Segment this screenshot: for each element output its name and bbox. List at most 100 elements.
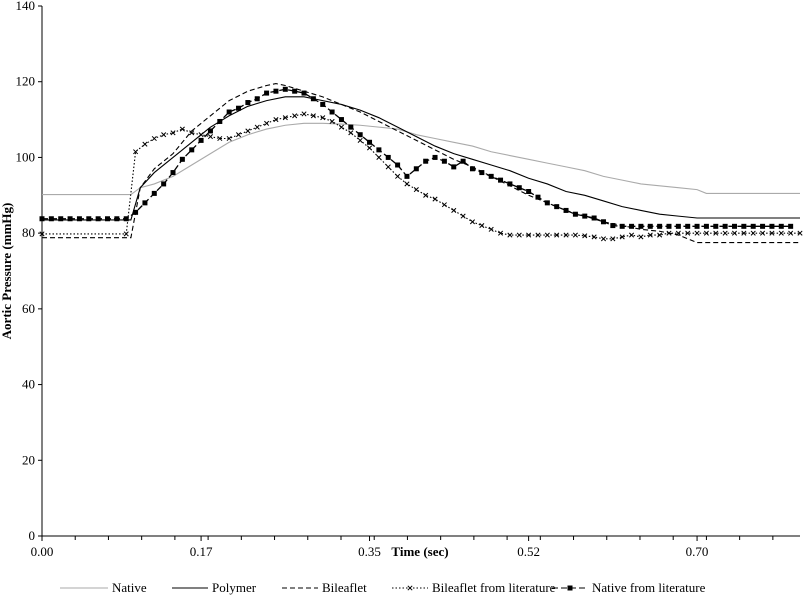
data-point-native-from-literature	[367, 139, 373, 145]
data-point-bileaflet-from-literature	[750, 230, 756, 236]
data-point-native-from-literature	[207, 128, 213, 134]
data-point-bileaflet-from-literature	[788, 230, 794, 236]
data-point-bileaflet-from-literature	[123, 231, 129, 237]
data-point-native-from-literature	[600, 219, 606, 225]
data-point-native-from-literature	[544, 200, 550, 206]
data-point-bileaflet-from-literature	[544, 232, 550, 238]
data-point-bileaflet-from-literature	[460, 213, 466, 219]
data-point-bileaflet-from-literature	[778, 230, 784, 236]
y-tick-label: 120	[16, 74, 36, 89]
y-tick-label: 0	[29, 528, 36, 543]
data-point-bileaflet-from-literature	[189, 130, 195, 136]
data-point-bileaflet-from-literature	[582, 233, 588, 239]
data-point-bileaflet-from-literature	[685, 230, 691, 236]
data-point-bileaflet-from-literature	[441, 202, 447, 208]
data-point-bileaflet-from-literature	[133, 149, 139, 155]
data-point-bileaflet-from-literature	[666, 230, 672, 236]
data-point-bileaflet-from-literature	[273, 117, 279, 123]
x-tick-label: 0.35	[358, 544, 381, 559]
x-tick-label: 0.17	[190, 544, 213, 559]
data-point-native-from-literature	[619, 223, 625, 229]
data-point-native-from-literature	[731, 223, 737, 229]
legend-label-polymer: Polymer	[212, 580, 257, 595]
data-point-native-from-literature	[703, 223, 709, 229]
data-point-native-from-literature	[48, 216, 54, 222]
data-point-bileaflet-from-literature	[638, 234, 644, 240]
data-point-native-from-literature	[282, 86, 288, 92]
series-line-native-from-literature	[42, 88, 791, 227]
data-point-native-from-literature	[563, 207, 569, 213]
data-point-native-from-literature	[535, 194, 541, 200]
data-point-bileaflet-from-literature	[348, 130, 354, 136]
legend-item-bileaflet-from-literature: Bileaflet from literature	[392, 580, 556, 595]
data-point-bileaflet-from-literature	[282, 115, 288, 121]
data-point-bileaflet-from-literature	[198, 132, 204, 138]
data-point-native-from-literature	[432, 154, 438, 160]
legend-item-polymer: Polymer	[172, 580, 257, 595]
data-point-bileaflet-from-literature	[741, 230, 747, 236]
data-point-native-from-literature	[114, 216, 120, 222]
data-point-native-from-literature	[189, 147, 195, 153]
y-tick-label: 20	[22, 452, 35, 467]
data-point-native-from-literature	[123, 216, 129, 222]
data-point-native-from-literature	[413, 166, 419, 172]
data-point-bileaflet-from-literature	[39, 231, 45, 237]
data-point-bileaflet-from-literature	[507, 232, 513, 238]
series-line-bileaflet	[42, 83, 800, 244]
data-point-native-from-literature	[245, 100, 251, 106]
data-point-bileaflet-from-literature	[151, 135, 157, 142]
data-point-native-from-literature	[217, 118, 223, 124]
data-point-native-from-literature	[310, 96, 316, 102]
data-point-native-from-literature	[385, 154, 391, 160]
data-point-bileaflet-from-literature	[254, 124, 260, 130]
data-point-native-from-literature	[554, 204, 560, 210]
data-point-native-from-literature	[95, 216, 101, 222]
data-point-bileaflet-from-literature	[423, 192, 429, 198]
data-point-bileaflet-from-literature	[217, 135, 223, 142]
data-point-bileaflet-from-literature	[629, 232, 635, 238]
chart-legend: Native Polymer Bileaflet Bileaflet from lit…	[60, 580, 706, 595]
series-native	[42, 122, 800, 196]
data-point-bileaflet-from-literature	[310, 113, 316, 119]
data-point-bileaflet-from-literature	[301, 111, 307, 117]
data-point-bileaflet-from-literature	[161, 132, 167, 138]
data-point-native-from-literature	[638, 223, 644, 229]
data-point-native-from-literature	[451, 164, 457, 170]
data-point-native-from-literature	[67, 216, 73, 222]
data-point-bileaflet-from-literature	[554, 232, 560, 238]
y-axis-title: Aortic Pressure (mmHg)	[0, 203, 14, 340]
data-point-native-from-literature	[741, 223, 747, 229]
data-point-bileaflet-from-literature	[516, 232, 522, 238]
series-line-bileaflet-from-literature	[42, 113, 800, 240]
data-point-native-from-literature	[722, 223, 728, 229]
legend-marker-native-from-literature	[567, 585, 573, 591]
data-point-native-from-literature	[685, 223, 691, 229]
data-point-native-from-literature	[750, 223, 756, 229]
data-point-bileaflet-from-literature	[731, 230, 738, 236]
data-point-native-from-literature	[572, 211, 578, 217]
y-tick-label: 100	[16, 149, 36, 164]
data-point-bileaflet-from-literature	[769, 230, 775, 236]
data-point-native-from-literature	[179, 156, 185, 162]
y-tick-label: 140	[16, 0, 36, 13]
data-point-native-from-literature	[273, 88, 279, 94]
data-point-native-from-literature	[591, 215, 597, 221]
series-native-from-literature	[39, 86, 794, 229]
legend-label-bileaflet: Bileaflet	[322, 580, 367, 595]
data-point-native-from-literature	[236, 105, 242, 111]
data-point-native-from-literature	[395, 162, 401, 168]
data-point-native-from-literature	[760, 223, 766, 229]
chart-axes: 0 20 40 60 80 100 120 140 0.00 0.17 0.35 0.52 0.70	[16, 0, 800, 559]
x-axis-title: Time (sec)	[391, 544, 448, 559]
data-point-bileaflet-from-literature	[713, 230, 719, 236]
data-point-bileaflet-from-literature	[170, 130, 176, 136]
data-point-bileaflet-from-literature	[395, 173, 401, 179]
series-polymer	[42, 96, 800, 221]
data-point-native-from-literature	[423, 158, 429, 164]
data-point-bileaflet-from-literature	[600, 236, 607, 242]
data-point-bileaflet-from-literature	[413, 187, 419, 193]
legend-item-native-from-literature: Native from literature	[552, 580, 706, 595]
legend-label-native: Native	[112, 580, 147, 595]
data-point-bileaflet-from-literature	[366, 145, 373, 151]
